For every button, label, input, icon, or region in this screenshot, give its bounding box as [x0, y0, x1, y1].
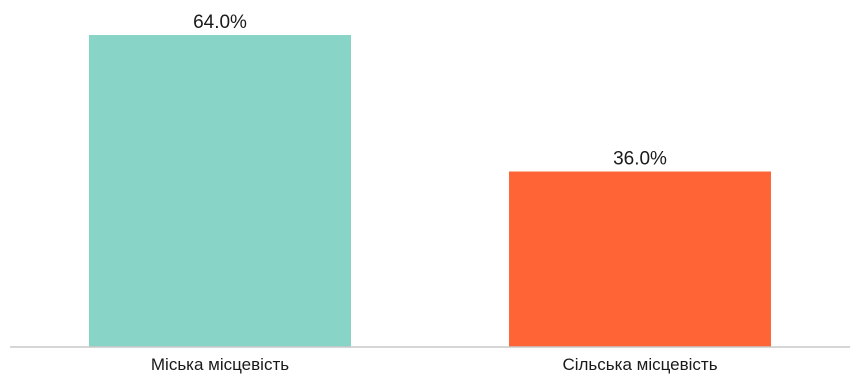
x-tick-label-1: Міська місцевість: [151, 355, 289, 374]
x-tick-label-2: Сільська місцевість: [562, 355, 717, 374]
data-label-2: 36.0%: [613, 149, 667, 170]
bars-layer: [89, 35, 771, 347]
labels-layer: 64.0% Міська місцевість 36.0% Сільська місц…: [151, 12, 718, 374]
bar-1: [89, 35, 351, 347]
data-label-1: 64.0%: [193, 12, 247, 33]
bar-2: [509, 171, 771, 347]
